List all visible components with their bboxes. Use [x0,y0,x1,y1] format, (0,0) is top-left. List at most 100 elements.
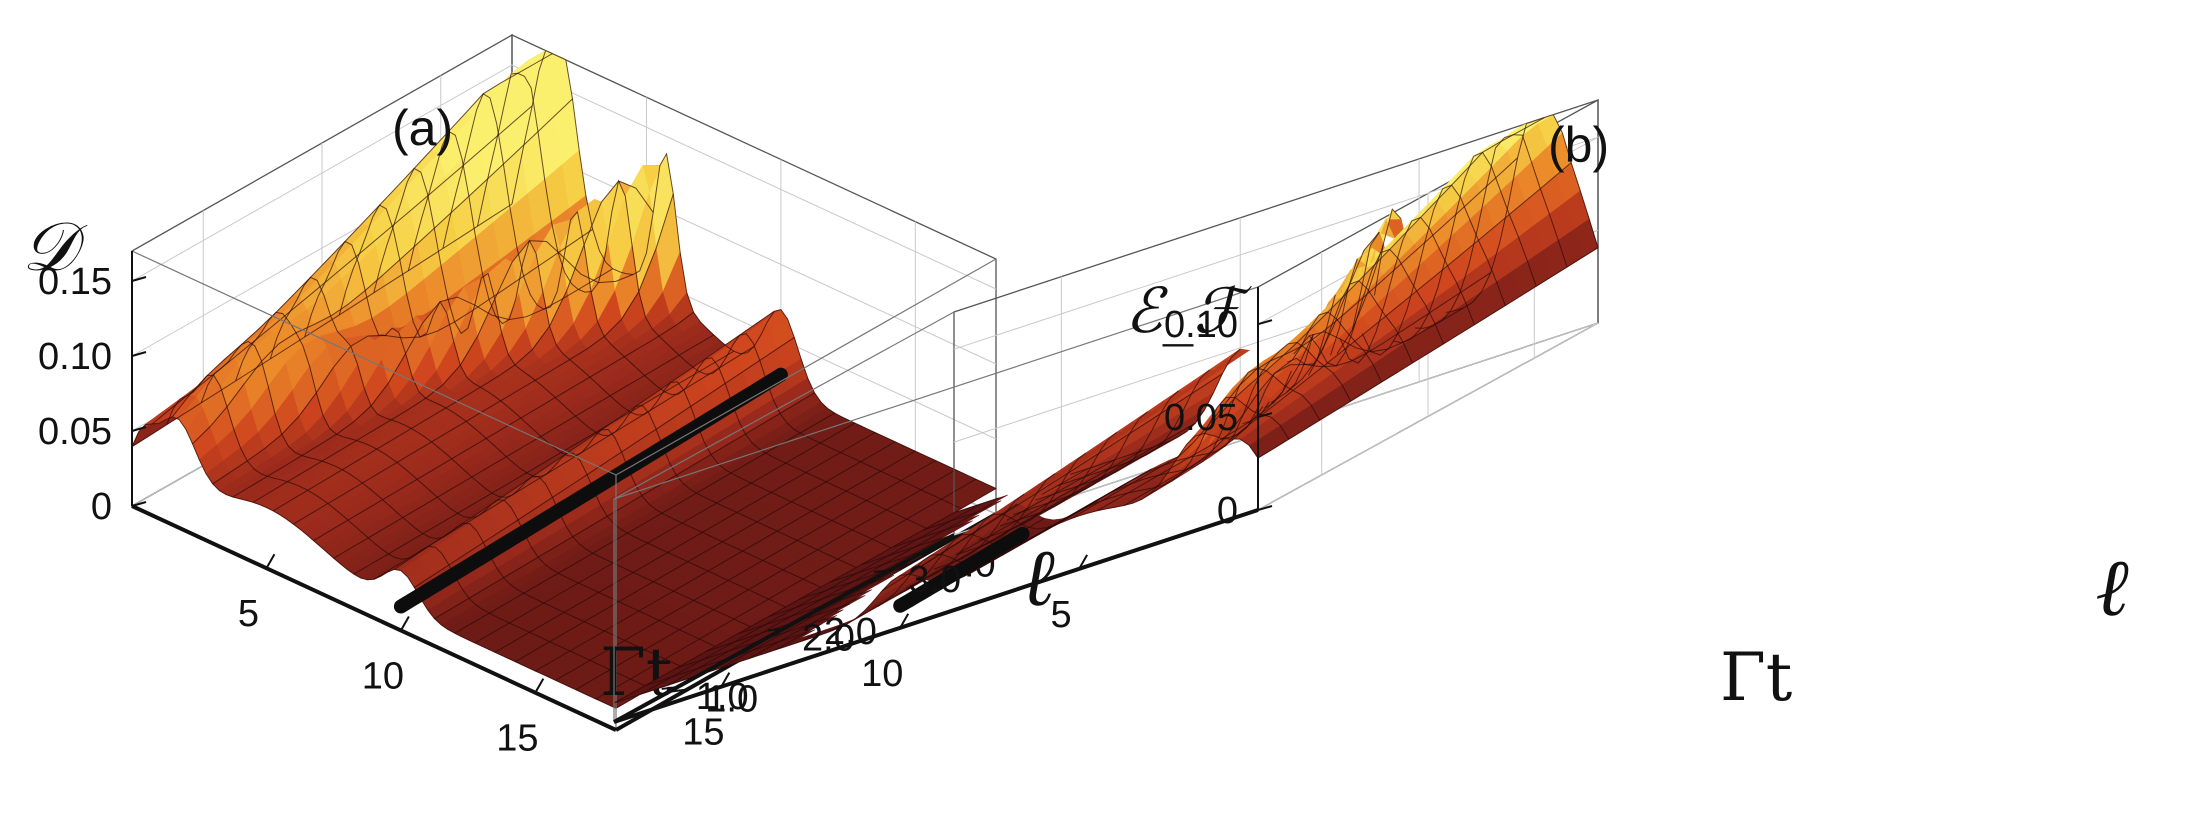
z-tick-label: 0.10 [1164,304,1238,346]
mesh-line [535,450,916,672]
x-tick-label: 5 [1051,594,1072,636]
mesh-line [1069,456,1179,520]
z-tick-label: 0.10 [38,336,112,378]
mesh-line [1270,231,1380,404]
mesh-line [1230,162,1572,440]
z-tick-label: 0.05 [38,411,112,453]
mesh-line [272,180,654,512]
x-tick-mark [899,613,910,629]
mesh-line [313,311,694,542]
mesh-line [640,503,982,695]
mesh-line [1150,272,1491,494]
mesh-line [131,203,513,448]
mesh-line [252,240,634,503]
mesh-line [1293,307,1465,355]
x-tick-label: 5 [238,593,259,635]
mesh-line [1257,247,1599,459]
mesh-line [393,310,775,570]
z-tick-mark [131,276,147,282]
mesh-line [1351,231,1380,330]
mesh-line [293,193,674,525]
mesh-line [953,497,999,514]
mesh-line [595,478,977,700]
mesh-line [212,228,593,485]
y-tick-label: 3.0 [908,559,961,601]
mesh-line [1393,151,1537,344]
mesh-line [474,422,856,644]
x-tick-mark [1078,554,1088,570]
x-axis-label: Γt [600,634,672,711]
z-axis-label: ℰ_ℱ [1125,274,1253,347]
mesh-line [721,563,908,669]
mesh-line [737,592,864,635]
mesh-line [1177,157,1518,458]
z-tick-mark [131,351,147,357]
panel-label: (a) [392,100,453,156]
x-tick-label: 15 [496,718,538,760]
highlight-line [393,367,788,614]
y-tick-label: 2.0 [802,618,855,660]
y-tick-mark [767,627,785,632]
mesh-line [333,334,714,559]
mesh-line [1006,459,1116,521]
z-tick-mark [1257,505,1273,511]
mesh-line [774,623,822,651]
mesh-line [828,622,845,633]
mesh-line [706,603,850,652]
x-tick-mark [720,672,731,688]
mesh-line [171,53,553,418]
z-tick-mark [1257,412,1273,419]
mesh-line [905,440,1169,590]
mesh-line [1445,114,1599,313]
mesh-line [434,392,815,620]
z-tick-label: 0.15 [38,261,112,303]
x-tick-label: 15 [682,712,724,754]
y-tick-label: 1.0 [696,676,749,718]
mesh-line [855,422,1196,620]
axes: 5 10 151.0 2.0 3.0 0 0.05 0.10 [613,287,1273,754]
mesh-line [830,552,920,583]
panel-b: 5 10 151.0 2.0 3.0 0 0.05 0.10 (b) ℰ_ℱ Γt ℓ [613,98,2129,754]
mesh-line [414,336,795,588]
mesh-line [1336,244,1384,355]
mesh-line [1013,411,1148,515]
mesh-line [1096,333,1314,512]
z-tick-mark [131,501,147,507]
z-tick-label: 0 [1217,490,1238,532]
mesh-line [801,632,818,642]
mesh-line [555,460,936,681]
mesh-line [1373,208,1402,296]
mesh-line [882,373,1223,592]
mesh-line [151,105,533,425]
mesh-line [861,537,942,566]
mesh-line [892,523,964,548]
highlight-curve [893,526,1030,613]
bounding-box-front [131,250,997,730]
surface-plot [613,114,1599,704]
x-tick-mark [534,678,545,694]
x-tick-mark [265,553,276,569]
bounding-box-front [613,286,1259,722]
mesh-line [192,98,573,445]
x-axis-label: Γt [1720,639,1792,716]
y-tick-label: 1.0 [705,679,758,721]
mesh-line [1308,248,1444,367]
z-tick-mark [131,426,147,432]
mesh-line [1203,117,1545,434]
mesh-line [575,469,956,691]
mesh-line [667,503,993,686]
mesh-line [1286,333,1314,393]
mesh-line [1330,258,1358,356]
mesh-line [1361,184,1506,356]
y-tick-mark [874,569,891,574]
mesh-line [956,450,1143,556]
y-tick-mark [661,685,678,690]
mesh-line [1041,468,1089,495]
mesh-line [613,512,955,704]
mesh-line [514,441,896,663]
mesh-line [353,350,735,575]
z-tick-label: 0.05 [1164,397,1238,439]
mesh-line [962,515,1072,578]
x-tick-mark [400,615,410,631]
